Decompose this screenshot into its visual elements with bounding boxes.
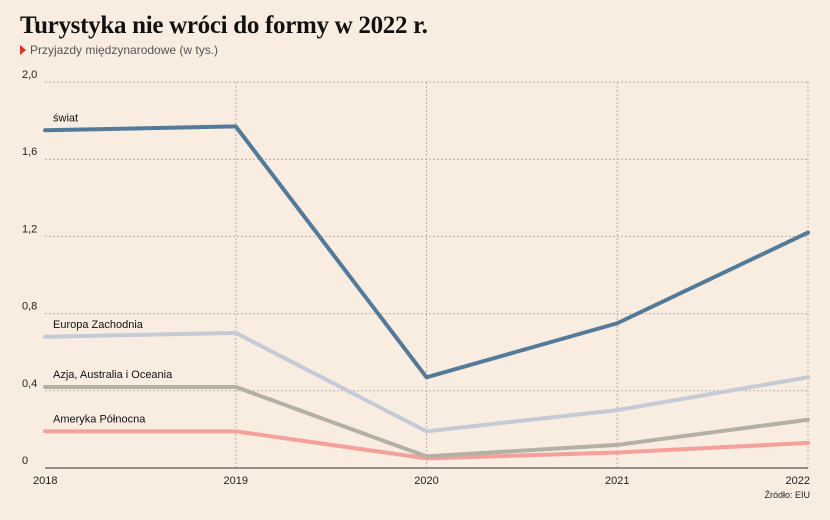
y-tick-label: 1,6: [22, 146, 37, 158]
series-line: [43, 330, 810, 434]
subtitle-text: Przyjazdy międzynarodowe (w tys.): [30, 43, 219, 57]
series-label: Ameryka Północna: [53, 413, 146, 425]
chart-subtitle: Przyjazdy międzynarodowe (w tys.): [20, 43, 218, 57]
chart-title: Turystyka nie wróci do formy w 2022 r.: [20, 12, 428, 39]
y-tick-label: 0,4: [22, 378, 37, 390]
series-line: [43, 124, 810, 380]
y-tick-label: 2,0: [22, 69, 37, 81]
y-tick-label: 0: [22, 455, 28, 467]
series-line: [43, 384, 810, 459]
source-note: Źródło: EIU: [764, 490, 810, 500]
series-label: świat: [53, 112, 78, 124]
red-triangle-icon: [20, 45, 26, 55]
x-tick-label: 2020: [414, 475, 438, 487]
x-tick-label: 2018: [33, 475, 57, 487]
y-tick-label: 0,8: [22, 301, 37, 313]
y-tick-label: 1,2: [22, 223, 37, 235]
x-tick-label: 2022: [786, 475, 810, 487]
x-tick-label: 2021: [605, 475, 629, 487]
series-label: Europa Zachodnia: [53, 319, 144, 331]
x-tick-label: 2019: [224, 475, 248, 487]
series-label: Azja, Australia i Oceania: [53, 369, 173, 381]
